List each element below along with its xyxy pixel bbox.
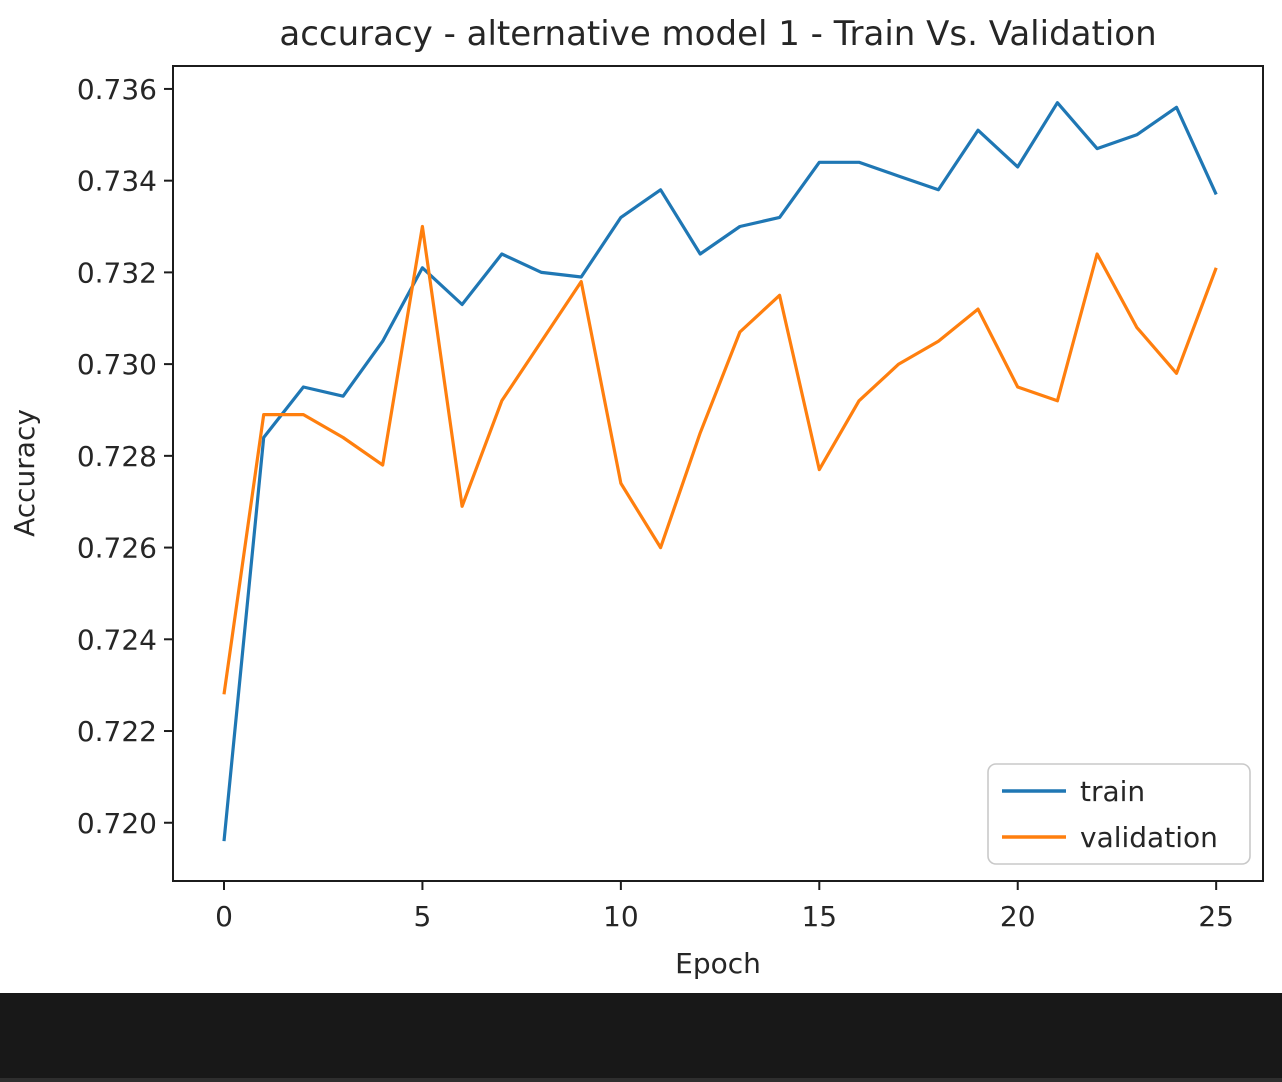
y-tick-label: 0.728 [77, 440, 157, 473]
x-axis-label: Epoch [675, 947, 761, 980]
train-line [222, 101, 1218, 842]
y-tick-label: 0.732 [77, 256, 157, 289]
y-tick-label: 0.722 [77, 715, 157, 748]
x-tick-label: 15 [801, 900, 837, 933]
console-bottom-strip [0, 1078, 1282, 1082]
console-output: 108/108 – 0s – loss: 0.5541 – accuracy: … [0, 993, 1282, 1082]
x-tick-label: 25 [1198, 900, 1234, 933]
legend-validation-label: validation [1080, 821, 1218, 854]
y-tick-label: 0.724 [77, 623, 157, 656]
y-tick-label: 0.730 [77, 348, 157, 381]
y-tick-label: 0.720 [77, 807, 157, 840]
validation-line [222, 224, 1218, 695]
figure-canvas: accuracy - alternative model 1 - Train V… [8, 14, 1264, 980]
x-tick-label: 20 [1000, 900, 1036, 933]
plot-frame [172, 65, 1264, 882]
y-tick-label: 0.736 [77, 73, 157, 106]
accuracy-chart: accuracy - alternative model 1 - Train V… [8, 14, 1264, 980]
x-tick-label: 5 [414, 900, 432, 933]
legend-train-label: train [1080, 775, 1145, 808]
legend-box [987, 763, 1251, 865]
y-tick-label: 0.726 [77, 532, 157, 565]
chart-title: accuracy - alternative model 1 - Train V… [279, 14, 1156, 54]
y-tick-label: 0.734 [77, 165, 157, 198]
y-axis-label: Accuracy [8, 409, 41, 537]
x-tick-label: 10 [603, 900, 639, 933]
x-tick-label: 0 [215, 900, 233, 933]
